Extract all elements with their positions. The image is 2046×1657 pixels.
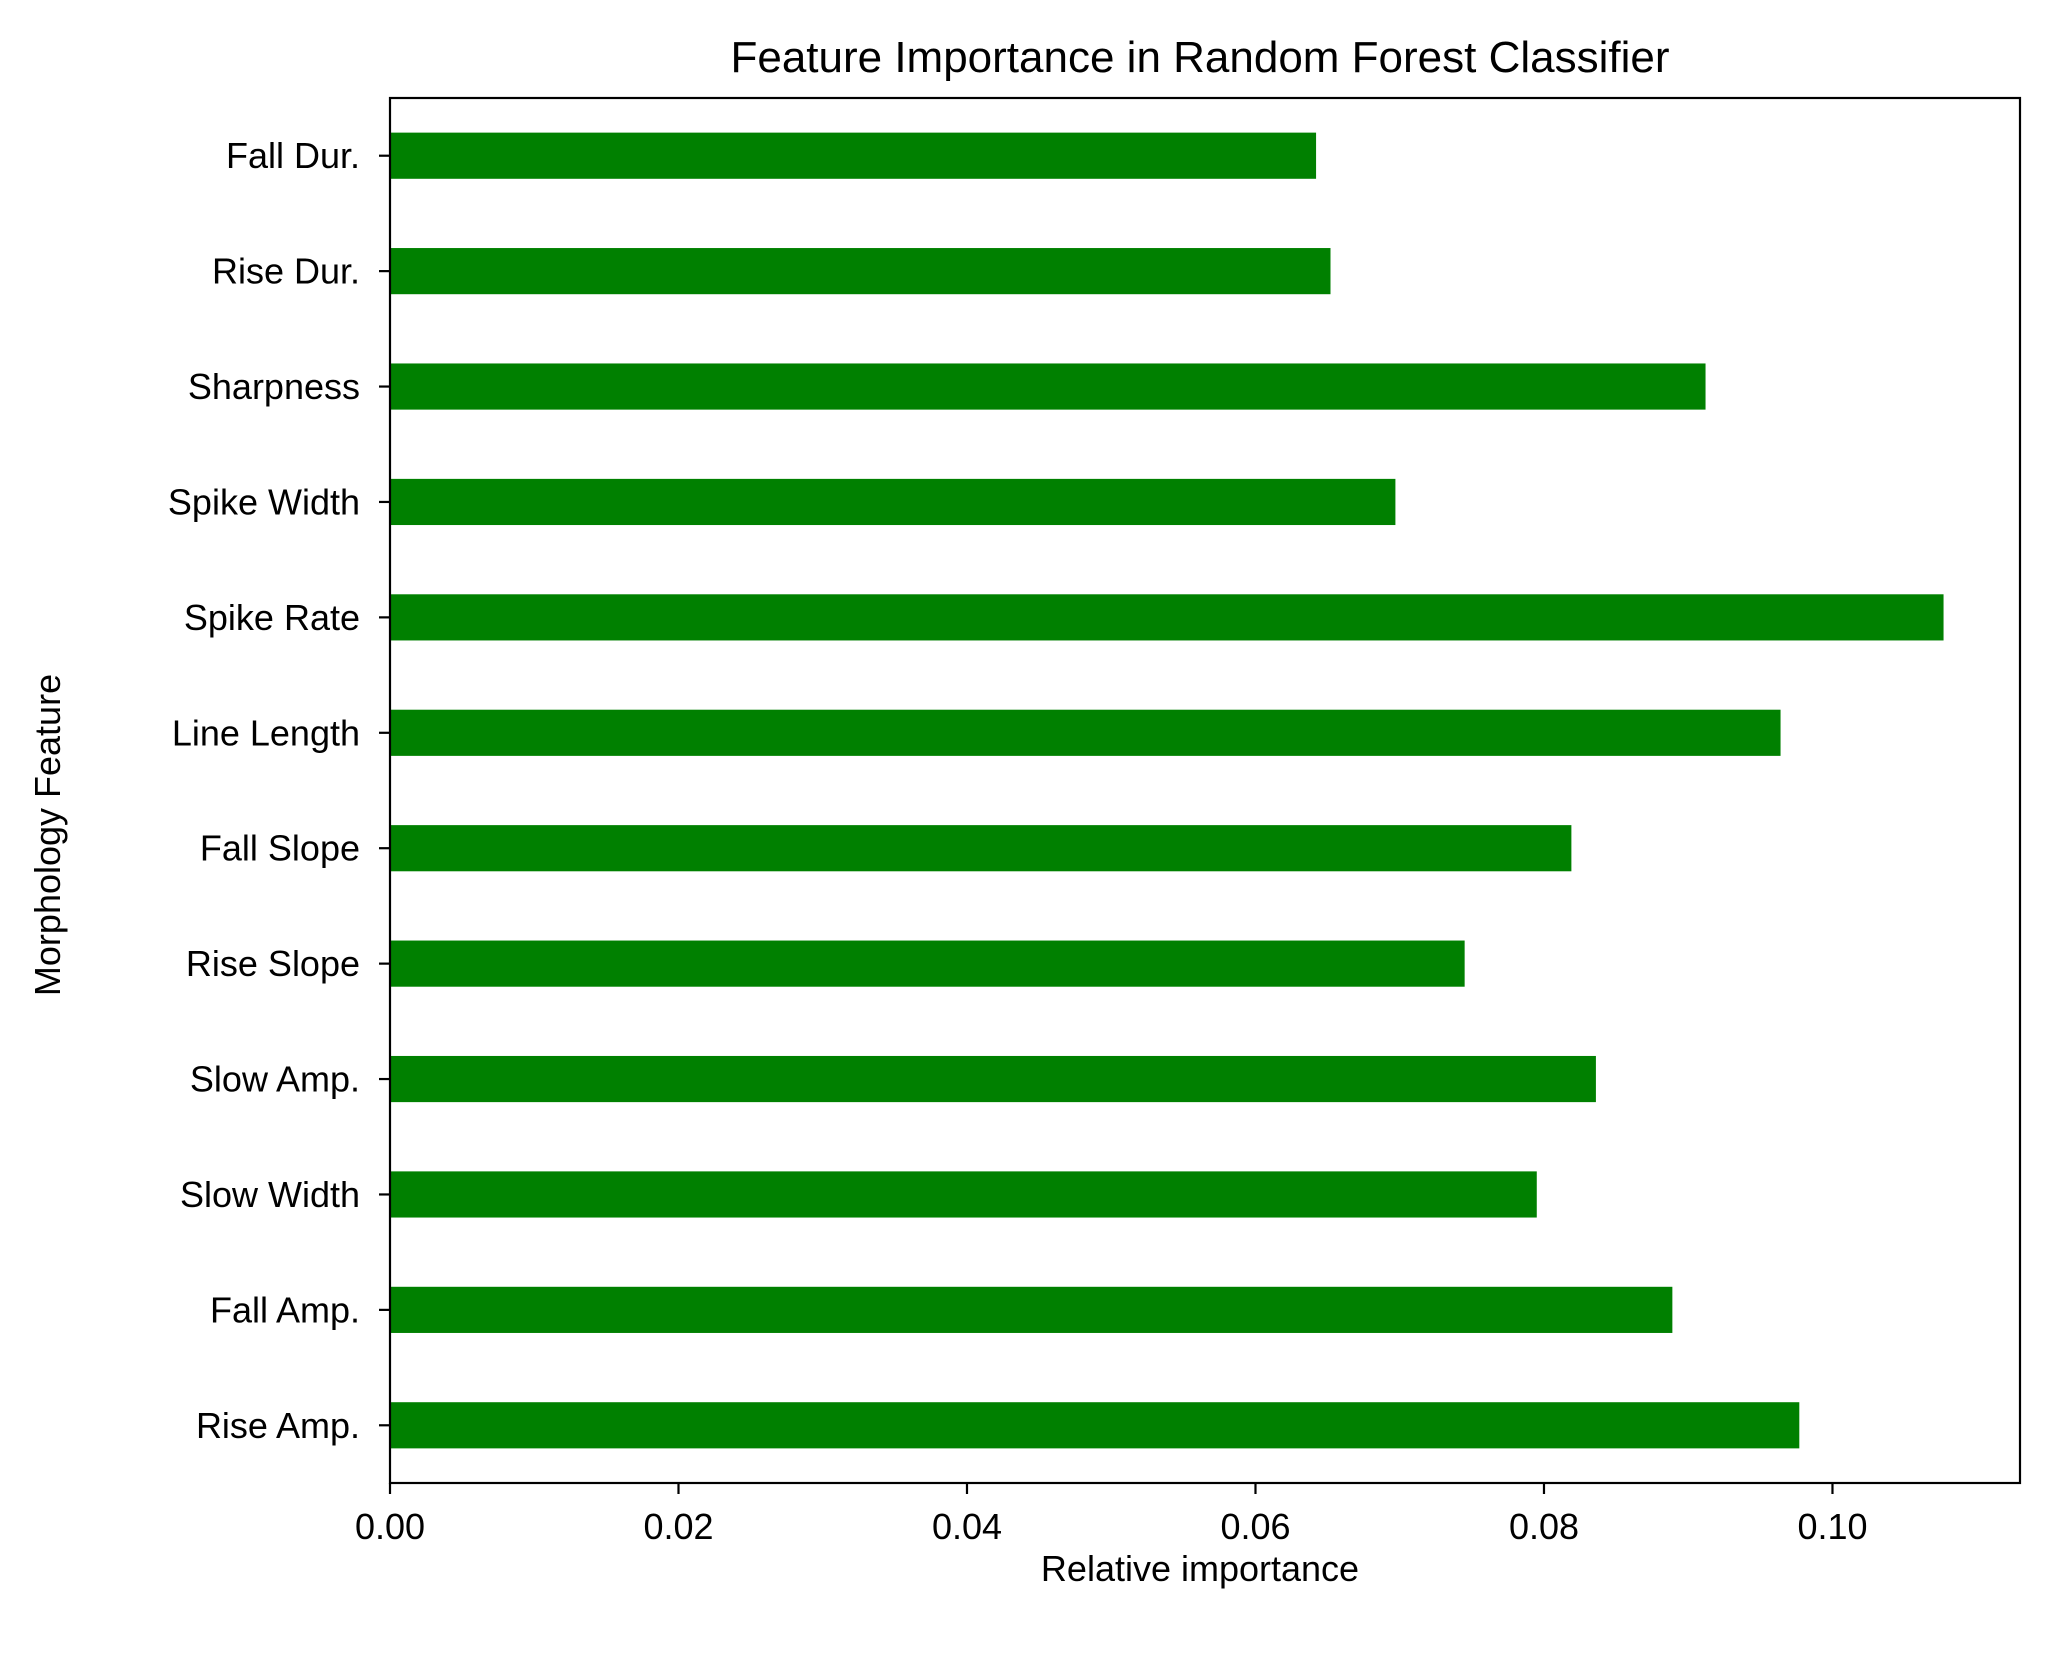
y-tick-label: Slow Amp. [190,1059,360,1100]
chart-title: Feature Importance in Random Forest Clas… [730,33,1669,82]
y-tick-label: Rise Dur. [212,251,360,292]
x-tick-label: 0.04 [932,1506,1002,1547]
x-axis-label: Relative importance [1041,1548,1359,1589]
y-tick-label: Fall Dur. [226,135,360,176]
ticks-layer: Rise Amp. Fall Amp. Slow Width Slow Amp. Ris… [168,135,1868,1547]
x-tick-label: 0.02 [643,1506,713,1547]
bar-rise-amp [390,1402,1800,1449]
bar-rise-slope [390,940,1465,987]
y-axis-label: Morphology Feature [27,674,68,996]
bar-sharpness [390,363,1706,410]
y-tick-label: Rise Amp. [196,1405,360,1446]
y-tick-label: Line Length [172,712,360,753]
plot-frame [388,96,2022,1485]
bar-line-length [390,709,1781,756]
bar-fall-slope [390,825,1572,872]
y-tick-label: Sharpness [188,366,360,407]
bar-spike-rate [390,594,1944,641]
y-tick-label: Spike Width [168,481,360,522]
y-tick-label: Spike Rate [184,597,360,638]
bars-layer [390,132,1944,1449]
x-tick-label: 0.06 [1220,1506,1290,1547]
y-tick-label: Rise Slope [186,943,360,984]
bar-spike-width [390,478,1396,526]
bar-fall-amp [390,1286,1673,1333]
bar-fall-dur [390,132,1317,179]
bar-slow-amp [390,1055,1596,1103]
y-tick-label: Fall Slope [200,828,360,869]
bar-rise-dur [390,248,1331,295]
bar-slow-width [390,1171,1537,1218]
y-tick-label: Fall Amp. [210,1289,360,1330]
y-tick-label: Slow Width [180,1174,360,1215]
x-tick-label: 0.00 [355,1506,425,1547]
x-tick-label: 0.10 [1797,1506,1867,1547]
x-tick-label: 0.08 [1509,1506,1579,1547]
